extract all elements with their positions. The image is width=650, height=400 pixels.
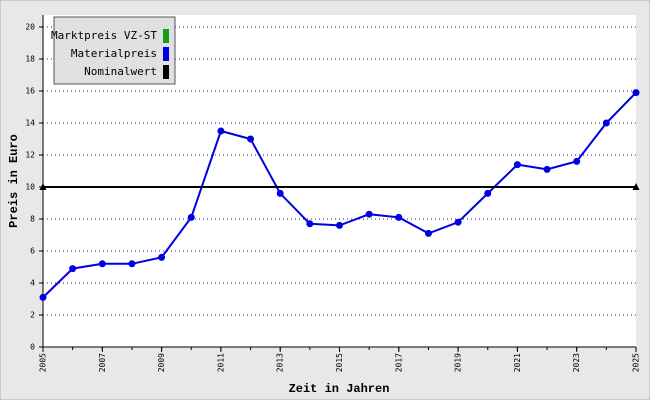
legend-swatch — [163, 29, 169, 43]
x-tick-label: 2013 — [276, 353, 285, 372]
x-tick-label: 2009 — [157, 353, 166, 372]
point — [484, 189, 492, 197]
marks — [39, 89, 640, 301]
point — [247, 135, 255, 143]
point — [513, 161, 521, 169]
y-tick-label: 6 — [30, 247, 35, 256]
point — [365, 210, 373, 218]
legend-swatch — [163, 47, 169, 61]
x-tick-label: 2017 — [394, 353, 403, 372]
point — [69, 265, 77, 273]
point — [632, 183, 640, 190]
y-tick-label: 8 — [30, 215, 35, 224]
point — [424, 229, 432, 237]
point — [306, 220, 314, 228]
x-tick-label: 2011 — [216, 353, 225, 372]
y-tick-label: 0 — [30, 343, 35, 352]
point — [454, 218, 462, 226]
point — [602, 119, 610, 127]
y-tick-label: 10 — [25, 183, 35, 192]
point — [573, 157, 581, 165]
y-tick-label: 12 — [25, 151, 35, 160]
x-tick-label: 2005 — [39, 353, 48, 372]
y-tick-label: 2 — [30, 311, 35, 320]
legend-label: Materialpreis — [71, 47, 157, 60]
point — [187, 213, 195, 221]
y-tick-label: 16 — [25, 87, 35, 96]
x-tick-label: 2023 — [572, 353, 581, 372]
y-tick-label: 18 — [25, 55, 35, 64]
grid — [43, 26, 636, 316]
y-tick-label: 20 — [25, 23, 35, 32]
x-tick-label: 2021 — [513, 353, 522, 372]
point — [336, 221, 343, 229]
x-tick-label: 2007 — [98, 353, 107, 372]
point — [276, 189, 284, 197]
point — [395, 213, 403, 221]
x-tick-label: 2025 — [632, 353, 641, 372]
y-tick-label: 14 — [25, 119, 35, 128]
point — [632, 89, 640, 97]
y-tick-label: 4 — [30, 279, 35, 288]
point — [128, 260, 136, 268]
x-tick-label: 2015 — [335, 353, 344, 372]
point — [98, 260, 106, 268]
legend-swatch — [163, 65, 169, 79]
x-tick-label: 2019 — [454, 353, 463, 372]
y-axis-title: Preis in Euro — [7, 134, 21, 228]
legend-label: Nominalwert — [84, 65, 157, 78]
x-axis-title: Zeit in Jahren — [289, 382, 390, 396]
point — [158, 253, 166, 261]
point — [217, 127, 225, 135]
legend-entries: Marktpreis VZ-ST Materialpreis Nominalwert — [51, 29, 169, 79]
legend — [53, 16, 176, 85]
point — [39, 293, 47, 301]
legend-label: Marktpreis VZ-ST — [51, 29, 157, 42]
point — [543, 165, 551, 173]
